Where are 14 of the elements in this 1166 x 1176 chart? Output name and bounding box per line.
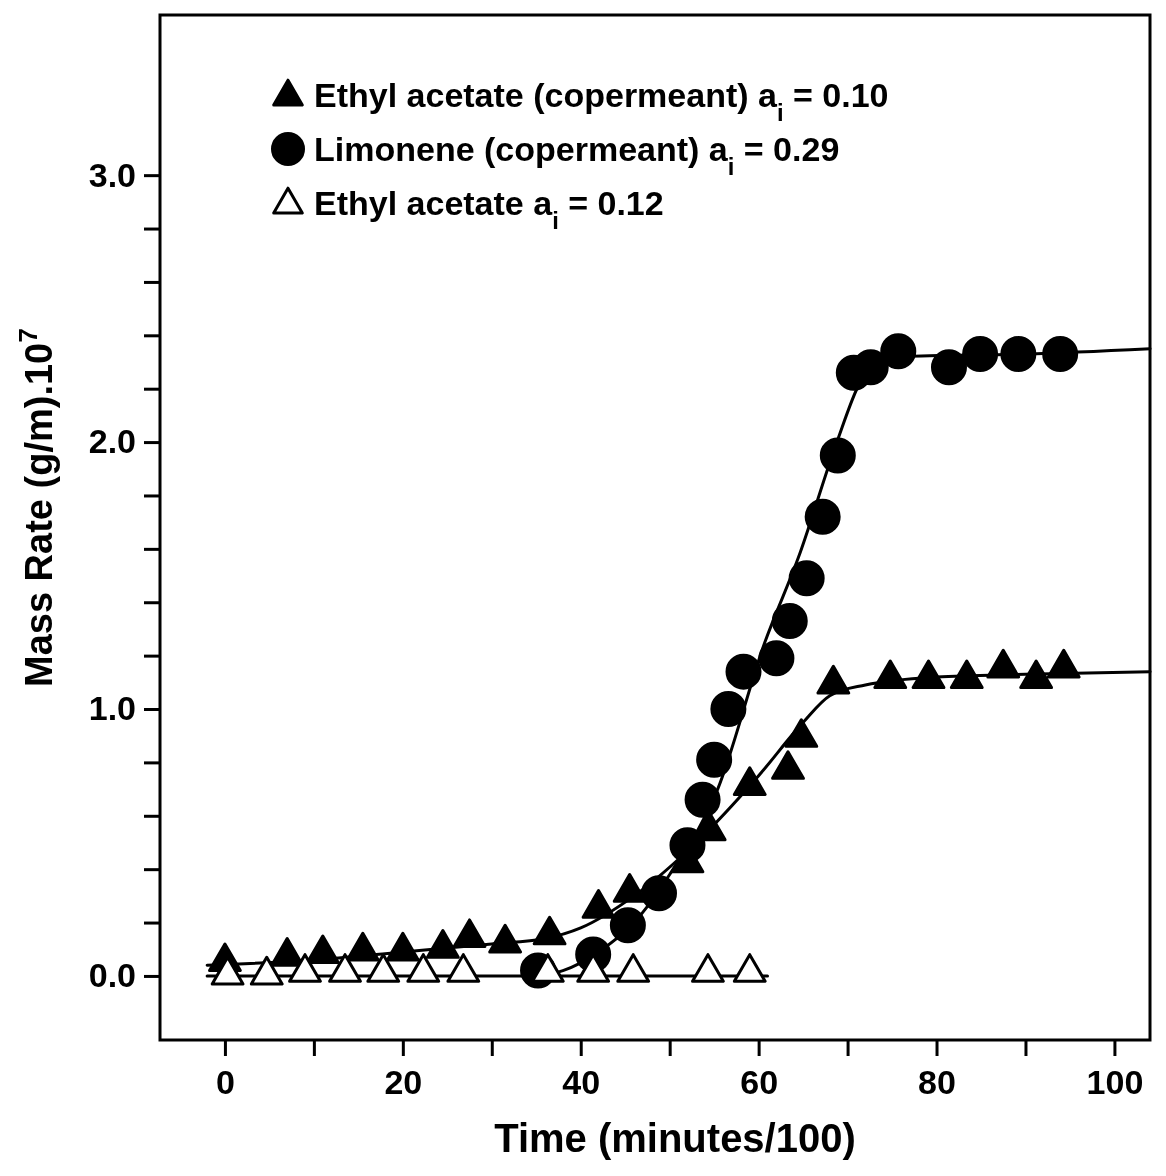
y-tick-label: 0.0 — [88, 956, 136, 995]
x-tick-label: 60 — [740, 1063, 779, 1102]
legend-label: Ethyl acetate (copermeant) a$_{i}$ = 0.10 — [314, 75, 889, 126]
x-axis-title: Time (minutes/100) — [494, 1116, 856, 1160]
x-tick-label: 80 — [918, 1063, 956, 1102]
x-tick-label: 20 — [384, 1063, 423, 1102]
x-tick-label: 100 — [1086, 1063, 1144, 1102]
legend-label: Ethyl acetate a$_{i}$ = 0.12 — [314, 183, 664, 234]
x-tick-label: 40 — [562, 1063, 601, 1102]
x-tick-label: 0 — [215, 1063, 235, 1102]
y-tick-label: 2.0 — [88, 422, 136, 461]
y-tick-label: 1.0 — [88, 689, 136, 728]
legend-label: Limonene (copermeant) a$_{i}$ = 0.29 — [314, 129, 840, 180]
y-tick-label: 3.0 — [88, 155, 136, 194]
